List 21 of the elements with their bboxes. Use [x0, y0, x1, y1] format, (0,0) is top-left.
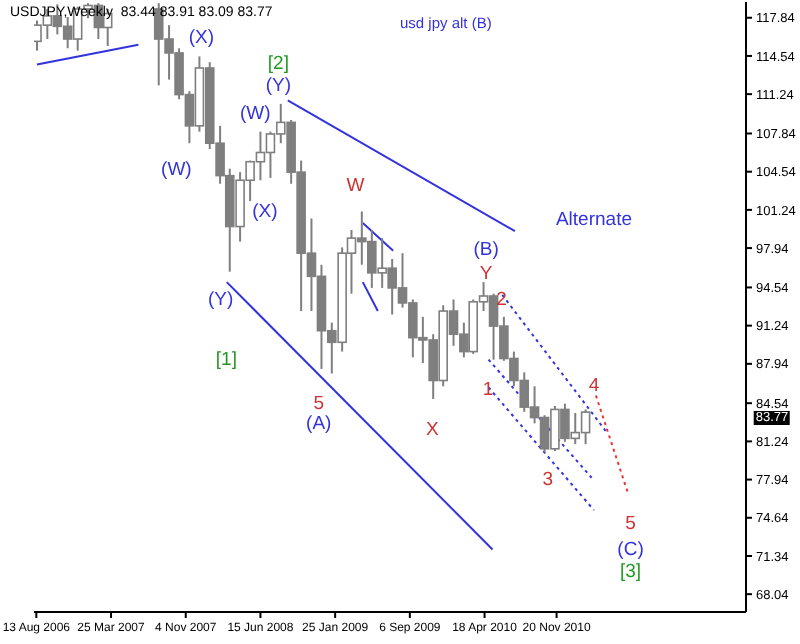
- annotation: Alternate: [555, 209, 632, 231]
- annotation: Y: [479, 263, 493, 285]
- annotation: (W): [161, 159, 192, 181]
- annotation: 4: [588, 375, 600, 397]
- annotation: (B): [473, 239, 499, 261]
- annotation: (Y): [207, 289, 234, 311]
- annotation: 1: [482, 379, 494, 401]
- annotation: X: [425, 419, 439, 441]
- annotation: (W): [239, 103, 271, 125]
- annotation: 3: [542, 469, 554, 491]
- annotation: W: [346, 175, 365, 197]
- annotation: [1]: [215, 349, 237, 371]
- annotation: 5: [313, 393, 325, 415]
- annotation: (X): [188, 27, 215, 49]
- annotation: (A): [306, 413, 332, 435]
- annotation: (C): [617, 539, 644, 561]
- annotation: [3]: [619, 561, 642, 583]
- annotation: (X): [252, 201, 278, 223]
- annotation: [2]: [267, 53, 289, 75]
- annotation: (Y): [265, 75, 292, 97]
- annotation: 5: [625, 513, 636, 535]
